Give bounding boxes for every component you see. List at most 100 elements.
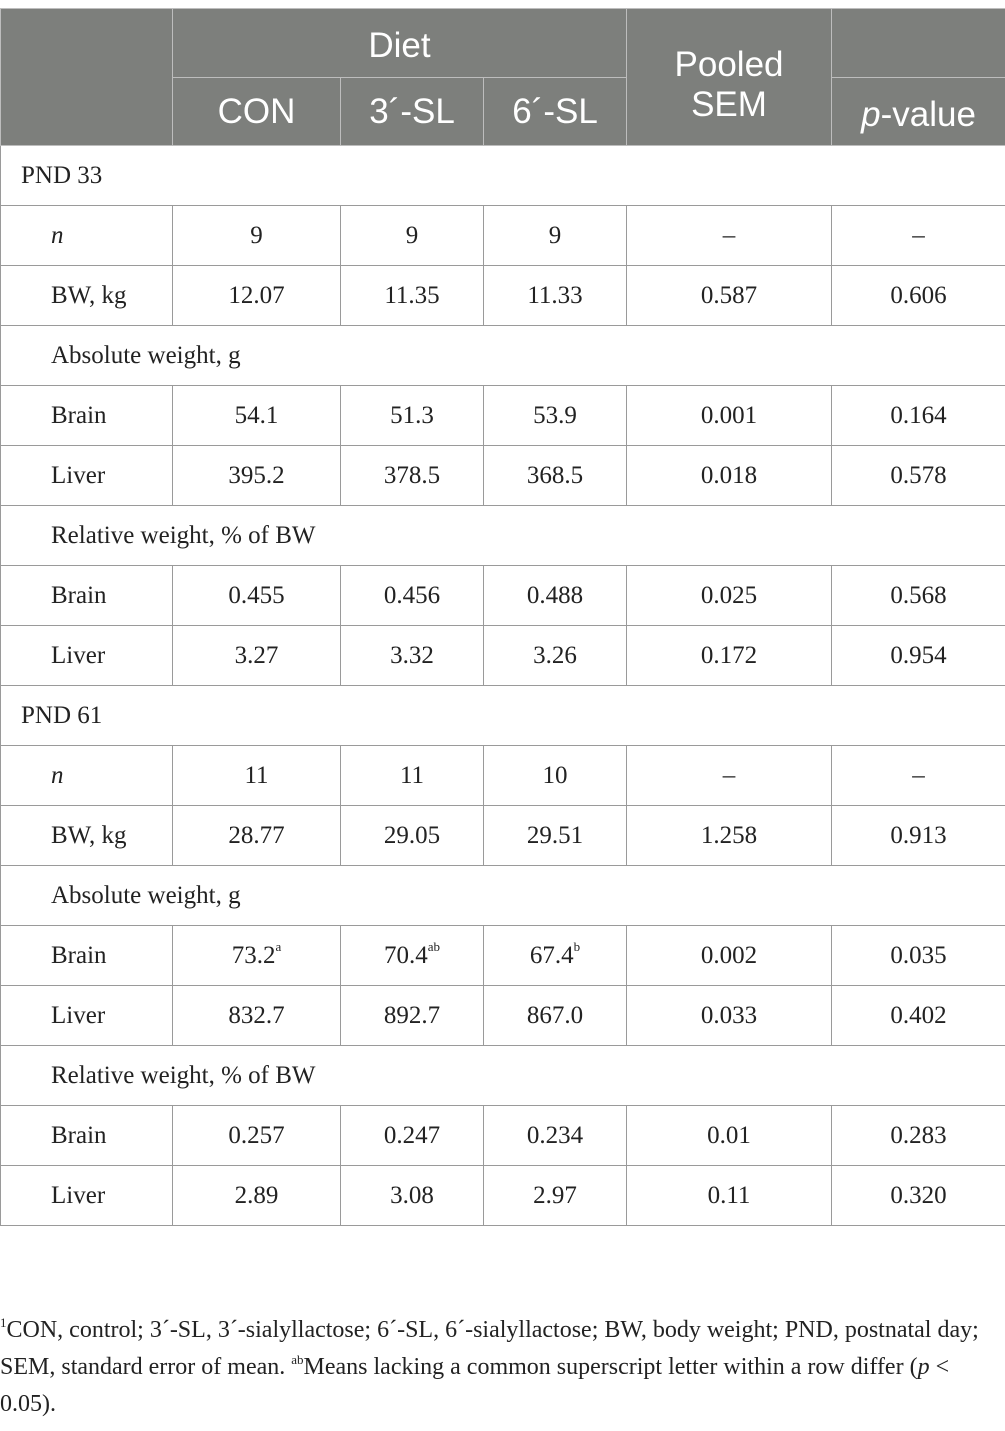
row-label: Liver: [0, 1165, 173, 1226]
cell-6sl: 11.33: [482, 265, 628, 326]
cell-con: 832.7: [172, 985, 341, 1046]
group-row: Absolute weight, g: [0, 865, 1005, 926]
cell-con: 395.2: [172, 445, 341, 506]
cell-value: 12.07: [228, 281, 285, 309]
cell-6sl: 867.0: [482, 985, 628, 1046]
cell-3sl: 892.7: [340, 985, 484, 1046]
cell-value: 0.488: [526, 581, 584, 609]
cell-value: 73.2: [231, 941, 276, 969]
table-row: Brain 54.1 51.3 53.9 0.001 0.164: [0, 385, 1005, 446]
col-header-con: CON: [172, 77, 341, 146]
cell-value: 53.9: [533, 401, 577, 429]
cell-value: 3.08: [390, 1181, 434, 1209]
cell-value: 11.33: [527, 281, 583, 309]
cell-pooled-sem: 0.033: [626, 985, 833, 1046]
cell-pooled-sem: 0.001: [626, 385, 833, 446]
cell-value: 2.89: [234, 1181, 279, 1209]
cell-value: 51.3: [390, 401, 434, 429]
footnote-text-1: CON, control; 3´-SL, 3´-sialyllactose; 6…: [0, 1317, 979, 1380]
cell-pooled-sem: 0.002: [626, 925, 833, 986]
cell-value: 0.257: [228, 1121, 285, 1149]
row-label: Liver: [0, 625, 173, 686]
cell-value: 3.32: [390, 641, 434, 669]
cell-p-value: 0.320: [831, 1165, 1005, 1226]
row-label: BW, kg: [0, 265, 173, 326]
sem-label: SEM: [691, 85, 767, 124]
cell-3sl: 0.456: [340, 565, 484, 626]
cell-pooled-sem: 0.018: [626, 445, 833, 506]
cell-pooled-sem: 0.025: [626, 565, 833, 626]
cell-p-value: 0.913: [831, 805, 1005, 866]
cell-value: 2.97: [533, 1181, 577, 1209]
cell-con: 11: [172, 745, 341, 806]
group-row: Absolute weight, g: [0, 325, 1005, 386]
cell-6sl: 0.488: [482, 565, 628, 626]
corner-cell: [0, 8, 173, 146]
data-table: Diet Pooled SEM CON 3´-SL 6´-SL p-value P…: [0, 8, 1005, 1226]
cell-3sl: 70.4ab: [340, 925, 484, 986]
cell-con: 3.27: [172, 625, 341, 686]
row-label: Brain: [0, 385, 173, 446]
cell-con: 9: [172, 205, 341, 266]
table-header: Diet Pooled SEM CON 3´-SL 6´-SL p-value: [0, 8, 1005, 146]
footnote-sup-1: 1: [0, 1315, 7, 1330]
cell-pooled-sem: –: [626, 205, 833, 266]
group-row: Relative weight, % of BW: [0, 505, 1005, 566]
pooled-label: Pooled: [674, 45, 784, 84]
cell-value: 9: [405, 221, 419, 249]
col-header-6sl: 6´-SL: [482, 77, 628, 146]
cell-value: 54.1: [234, 401, 279, 429]
section-row: PND 61: [0, 685, 1005, 746]
row-label: Brain: [0, 565, 173, 626]
cell-value: 867.0: [526, 1001, 584, 1029]
cell-value: 378.5: [383, 461, 441, 489]
cell-value: 11: [399, 761, 425, 789]
cell-3sl: 3.32: [340, 625, 484, 686]
section-label: PND 33: [0, 145, 1005, 206]
table-row: Liver 2.89 3.08 2.97 0.11 0.320: [0, 1165, 1005, 1226]
footnote-sup-ab: ab: [291, 1352, 304, 1367]
pvalue-header: p-value: [831, 77, 1005, 146]
cell-con: 73.2a: [172, 925, 341, 986]
cell-6sl: 29.51: [482, 805, 628, 866]
footnote-text-3: < 0.05).: [0, 1354, 950, 1417]
p-italic: p: [861, 95, 881, 134]
cell-pooled-sem: 0.01: [626, 1105, 833, 1166]
cell-3sl: 11.35: [340, 265, 484, 326]
row-label: BW, kg: [0, 805, 173, 866]
cell-p-value: 0.164: [831, 385, 1005, 446]
cell-con: 0.257: [172, 1105, 341, 1166]
table-row: Liver 3.27 3.32 3.26 0.172 0.954: [0, 625, 1005, 686]
cell-6sl: 9: [482, 205, 628, 266]
row-label: Brain: [0, 1105, 173, 1166]
row-label: Liver: [0, 985, 173, 1046]
cell-6sl: 10: [482, 745, 628, 806]
cell-6sl: 0.234: [482, 1105, 628, 1166]
cell-p-value: 0.606: [831, 265, 1005, 326]
table-row: n 9 9 9 – –: [0, 205, 1005, 266]
cell-6sl: 368.5: [482, 445, 628, 506]
cell-p-value: 0.578: [831, 445, 1005, 506]
cell-pooled-sem: 0.11: [626, 1165, 833, 1226]
table-body: PND 33 n 9 9 9– – BW, kg 12.07 11.35 11.33 0.587 0.…: [0, 145, 1005, 1226]
cell-p-value: –: [831, 745, 1005, 806]
cell-value: 67.4: [529, 941, 574, 969]
cell-6sl: 2.97: [482, 1165, 628, 1226]
cell-6sl: 67.4b: [482, 925, 628, 986]
table-row: Brain 0.257 0.247 0.234 0.01 0.283: [0, 1105, 1005, 1166]
cell-value: 9: [548, 221, 562, 249]
table-row: BW, kg 12.07 11.35 11.33 0.587 0.606: [0, 265, 1005, 326]
cell-p-value: –: [831, 205, 1005, 266]
cell-value: 29.05: [383, 821, 441, 849]
group-label: Relative weight, % of BW: [0, 1045, 1005, 1106]
cell-value: 70.4: [383, 941, 428, 969]
cell-value: 0.456: [383, 581, 441, 609]
section-row: PND 33: [0, 145, 1005, 206]
table-row: Brain 73.2a 70.4ab 67.4b 0.002 0.035: [0, 925, 1005, 986]
table-row: Brain 0.455 0.456 0.488 0.025 0.568: [0, 565, 1005, 626]
cell-6sl: 3.26: [482, 625, 628, 686]
row-label: Brain: [0, 925, 173, 986]
cell-superscript: ab: [427, 938, 441, 954]
cell-value: 3.27: [234, 641, 279, 669]
p-suffix: -value: [880, 95, 976, 134]
